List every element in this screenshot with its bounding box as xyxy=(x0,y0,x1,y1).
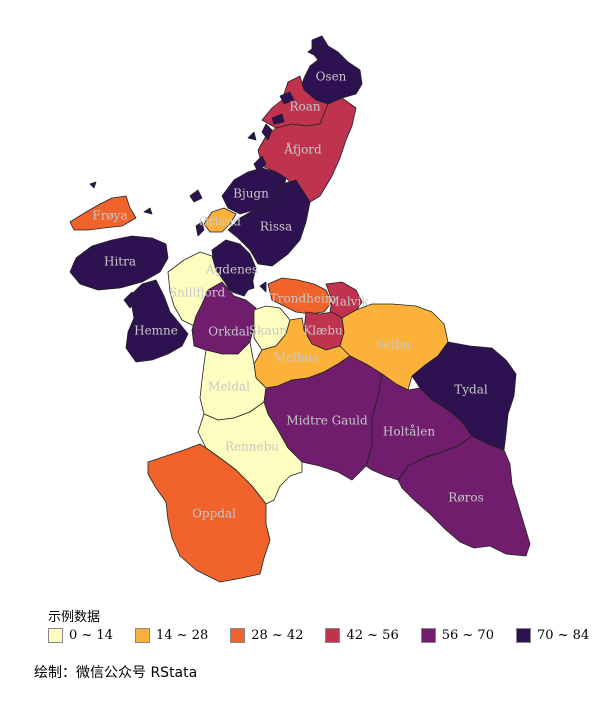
region-label-afjord: Åfjord xyxy=(283,142,322,157)
minor-islands xyxy=(89,45,323,309)
legend-label: 14 ~ 28 xyxy=(155,628,209,643)
legend-item: 70 ~ 84 xyxy=(515,628,590,643)
region-label-trondheim: Trondheim xyxy=(270,292,337,306)
region-oppdal xyxy=(147,443,271,583)
region-label-tydal: Tydal xyxy=(454,383,488,397)
region-label-meldal: Meldal xyxy=(208,380,250,394)
region-label-hitra: Hitra xyxy=(104,255,136,269)
legend-swatch xyxy=(48,628,63,643)
legend-swatch xyxy=(230,628,246,643)
legend-swatch xyxy=(134,628,150,643)
legend-label: 0 ~ 14 xyxy=(69,628,113,643)
region-label-hemne: Hemne xyxy=(134,324,178,338)
legend-items: 0 ~ 14 14 ~ 28 28 ~ 42 42 ~ 56 56 ~ 70 7… xyxy=(48,628,601,643)
legend-label: 56 ~ 70 xyxy=(441,628,494,643)
legend-item: 42 ~ 56 xyxy=(325,628,399,643)
legend-label: 70 ~ 84 xyxy=(536,628,590,643)
region-label-rissa: Rissa xyxy=(260,220,292,234)
region-label-holtalen: Holtålen xyxy=(383,424,435,439)
region-hemne xyxy=(125,279,189,363)
region-label-roan: Roan xyxy=(289,100,320,114)
caption: 绘制：微信公众号 RStata xyxy=(34,665,198,681)
legend-swatch xyxy=(420,628,436,643)
region-label-midtre-gauld: Midtre Gauld xyxy=(286,414,368,428)
region-label-snillfjord: Snillfjord xyxy=(169,286,226,300)
legend-item: 14 ~ 28 xyxy=(134,628,209,643)
choropleth-map: Osen Roan Åfjord Bjugn Frøya Ørland Rissa Hitra… xyxy=(69,35,531,583)
region-label-froya: Frøya xyxy=(92,209,127,223)
region-label-selbu: Selbu xyxy=(376,338,411,352)
legend-item: 28 ~ 42 xyxy=(230,628,303,643)
region-label-skaun: Skaun xyxy=(249,324,287,338)
region-label-orland: Ørland xyxy=(199,215,241,229)
legend-item: 56 ~ 70 xyxy=(420,628,494,643)
region-label-klaebu: Klæbu xyxy=(303,324,343,338)
region-trondheim xyxy=(267,277,333,315)
legend-label: 42 ~ 56 xyxy=(346,628,399,643)
region-label-malvik: Malvik xyxy=(327,295,369,309)
legend-swatch xyxy=(325,628,341,643)
region-label-agdenes: Agdenes xyxy=(205,263,258,277)
legend-label: 28 ~ 42 xyxy=(251,628,304,643)
region-label-rennebu: Rennebu xyxy=(225,440,279,454)
legend-title: 示例数据 xyxy=(48,610,101,625)
legend: 示例数据 0 ~ 14 14 ~ 28 28 ~ 42 42 ~ 56 56 ~… xyxy=(48,606,589,648)
region-label-melhus: Melhus xyxy=(274,351,319,365)
region-rissa xyxy=(227,179,311,267)
region-label-oppdal: Oppdal xyxy=(192,507,236,521)
region-hitra xyxy=(69,235,169,291)
region-label-osen: Osen xyxy=(316,70,347,84)
region-label-roros: Røros xyxy=(448,491,484,505)
region-roros xyxy=(397,435,531,557)
region-label-orkdal: Orkdal xyxy=(208,325,250,339)
legend-item: 0 ~ 14 xyxy=(48,628,113,643)
region-orland xyxy=(203,207,237,233)
region-label-bjugn: Bjugn xyxy=(233,187,269,201)
legend-swatch xyxy=(515,628,531,643)
region-froya xyxy=(69,195,137,231)
